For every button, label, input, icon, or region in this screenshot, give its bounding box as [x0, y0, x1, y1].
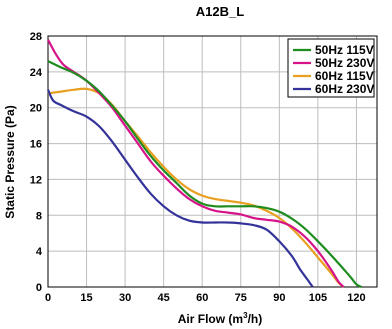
x-axis-label: Air Flow (m3/h) [178, 311, 262, 326]
x-tick-label: 60 [196, 292, 208, 304]
y-axis-label: Static Pressure (Pa) [3, 105, 17, 218]
y-tick-label: 16 [30, 139, 42, 151]
y-tick-label: 4 [36, 246, 43, 258]
legend-entry: 50Hz 115V [315, 43, 374, 57]
y-tick-labels: 0 4 8 12 16 20 24 28 [30, 31, 43, 294]
x-tick-label: 105 [309, 292, 327, 304]
y-tick-label: 28 [30, 31, 42, 43]
legend-entry: 60Hz 230V [315, 82, 374, 96]
x-tick-label: 15 [80, 292, 92, 304]
series-line-50hz-115v [47, 60, 363, 289]
legend-entry: 60Hz 115V [315, 69, 374, 83]
legend-box [287, 38, 375, 98]
series-lines [46, 39, 363, 289]
x-tick-label: 45 [158, 292, 170, 304]
series-line-60hz-115v [47, 87, 345, 288]
y-tick-label: 24 [30, 67, 43, 79]
x-tick-label: 90 [273, 292, 285, 304]
chart-title: A12B_L [196, 4, 244, 19]
x-tick-label: 120 [347, 292, 365, 304]
y-tick-label: 8 [36, 210, 42, 222]
x-tick-label: 30 [119, 292, 131, 304]
series-line-60hz-230v [46, 89, 314, 288]
y-tick-label: 12 [30, 174, 42, 186]
x-tick-label: 75 [235, 292, 247, 304]
x-tick-labels: 0 15 30 45 60 75 90 105 120 [45, 292, 366, 304]
plot-frame [47, 35, 378, 288]
y-tick-label: 20 [30, 103, 42, 115]
y-tick-label: 0 [36, 282, 42, 294]
legend-entry: 50Hz 230V [315, 56, 374, 70]
x-tick-label: 0 [45, 292, 51, 304]
